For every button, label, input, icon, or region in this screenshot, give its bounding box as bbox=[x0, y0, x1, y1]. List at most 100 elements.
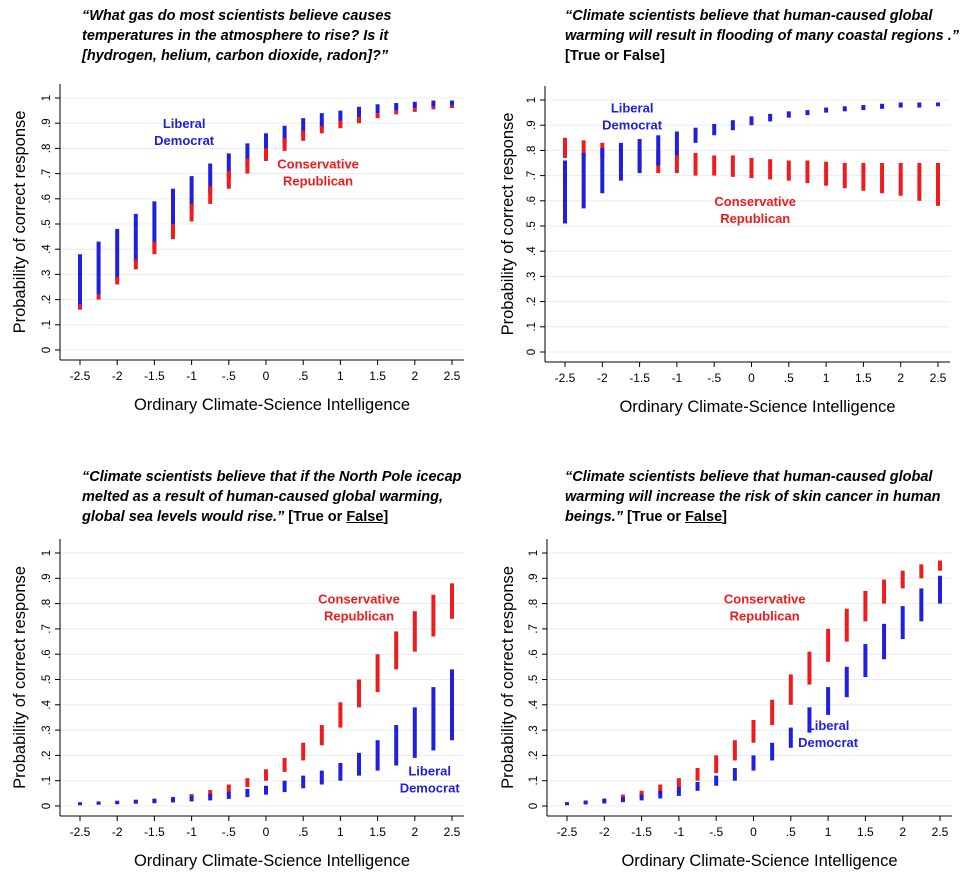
y-tick-label: .8 bbox=[41, 599, 53, 609]
x-tick-label: 1.5 bbox=[369, 369, 386, 383]
series-label: Liberal Democrat bbox=[154, 116, 215, 148]
y-tick-label: .5 bbox=[528, 675, 540, 685]
x-tick-label: -1 bbox=[186, 825, 197, 839]
x-tick-label: .5 bbox=[786, 825, 796, 839]
x-axis-title: Ordinary Climate-Science Intelligence bbox=[621, 852, 897, 870]
y-tick-label: .8 bbox=[528, 599, 540, 609]
y-tick-label: .2 bbox=[526, 297, 538, 307]
y-tick-label: .8 bbox=[41, 144, 53, 154]
series-label: Conservative Republican bbox=[277, 157, 359, 189]
y-tick-label: .8 bbox=[526, 146, 538, 156]
y-axis-title: Probability of correct response bbox=[499, 113, 517, 336]
x-tick-label: -2 bbox=[112, 825, 123, 839]
answer-options: [True or False] bbox=[284, 509, 388, 525]
x-tick-label: 1.5 bbox=[855, 371, 872, 385]
answer-options: [True or False] bbox=[565, 48, 665, 64]
series-label-line: Republican bbox=[324, 609, 394, 624]
y-tick-label: .1 bbox=[526, 322, 538, 332]
series-label: Conservative Republican bbox=[318, 592, 400, 624]
y-tick-label: 1 bbox=[41, 95, 53, 101]
series-label-line: Democrat bbox=[154, 133, 215, 148]
chart-plot: 0 .1 .2 .3 .4 .5 .6 .7 .8 .9 1 -2.5 -2 -1.5 -1 -.5 0 .5 1 1… bbox=[499, 86, 950, 416]
series-label: Conservative Republican bbox=[714, 194, 796, 226]
y-tick-label: 0 bbox=[41, 347, 53, 353]
y-tick-label: .2 bbox=[41, 295, 53, 305]
y-tick-label: .7 bbox=[41, 169, 53, 179]
y-tick-label: .7 bbox=[41, 624, 53, 634]
x-tick-label: -2.5 bbox=[557, 825, 578, 839]
chart-plot: 0 .1 .2 .3 .4 .5 .6 .7 .8 .9 1 -2.5 -2 -1.5 -1 -.5 0 .5 1 1… bbox=[499, 539, 952, 870]
y-tick-label: .3 bbox=[41, 725, 53, 735]
x-tick-label: 2.5 bbox=[444, 825, 461, 839]
x-tick-label: -1 bbox=[674, 825, 685, 839]
chart-plot: 0 .1 .2 .3 .4 .5 .6 .7 .8 .9 1 -2.5 -2 -1.5 -1 -.5 0 .5 1 1… bbox=[11, 84, 464, 414]
y-tick-label: .6 bbox=[41, 194, 53, 204]
series-label-line: Republican bbox=[730, 609, 800, 624]
question-body: “Climate scientists believe that if the … bbox=[82, 469, 462, 525]
x-axis-title: Ordinary Climate-Science Intelligence bbox=[134, 852, 410, 870]
x-tick-label: -1.5 bbox=[144, 825, 165, 839]
answer-options: [True or False] bbox=[623, 509, 727, 525]
series-label-line: Conservative bbox=[277, 157, 359, 172]
series-label: Liberal Democrat bbox=[602, 101, 663, 133]
chart-panel: “Climate scientists believe that if the … bbox=[0, 447, 487, 893]
answer-hint: [True or False] bbox=[565, 48, 665, 64]
y-tick-label: .2 bbox=[41, 751, 53, 761]
y-tick-label: 1 bbox=[526, 97, 538, 103]
x-tick-label: -.5 bbox=[707, 371, 721, 385]
x-tick-label: 1.5 bbox=[369, 825, 386, 839]
series-label-line: Liberal bbox=[163, 116, 206, 131]
x-tick-label: 1 bbox=[337, 369, 344, 383]
question-body: “What gas do most scientists believe cau… bbox=[82, 8, 392, 64]
x-axis-title: Ordinary Climate-Science Intelligence bbox=[619, 398, 895, 416]
y-tick-label: 1 bbox=[41, 550, 53, 556]
chart-panel: “What gas do most scientists believe cau… bbox=[0, 0, 487, 446]
y-tick-label: .7 bbox=[526, 171, 538, 181]
x-tick-label: -2 bbox=[599, 825, 610, 839]
chart-panel: “Climate scientists believe that human-c… bbox=[488, 0, 975, 446]
question-body: “Climate scientists believe that human-c… bbox=[565, 8, 959, 44]
y-axis-title: Probability of correct response bbox=[11, 566, 29, 789]
x-tick-label: 0 bbox=[263, 825, 270, 839]
answer-tail: ] bbox=[383, 509, 389, 525]
x-tick-label: 1 bbox=[823, 371, 830, 385]
x-tick-label: -.5 bbox=[222, 369, 236, 383]
series-label-line: Democrat bbox=[798, 735, 859, 750]
x-tick-label: 0 bbox=[750, 825, 757, 839]
y-tick-label: .6 bbox=[41, 649, 53, 659]
series-label-line: Democrat bbox=[602, 118, 663, 133]
x-tick-label: -.5 bbox=[222, 825, 236, 839]
x-tick-label: 2 bbox=[897, 371, 904, 385]
series-label-line: Republican bbox=[283, 174, 353, 189]
y-tick-label: .9 bbox=[41, 574, 53, 584]
y-tick-label: .5 bbox=[41, 219, 53, 229]
y-tick-label: .2 bbox=[528, 751, 540, 761]
x-tick-label: -1 bbox=[672, 371, 683, 385]
x-tick-label: 2.5 bbox=[930, 371, 947, 385]
y-tick-label: .9 bbox=[528, 574, 540, 584]
answer-underlined: False bbox=[346, 509, 384, 525]
series-label: Liberal Democrat bbox=[798, 718, 859, 750]
y-tick-label: .7 bbox=[528, 624, 540, 634]
chart-plot: 0 .1 .2 .3 .4 .5 .6 .7 .8 .9 1 -2.5 -2 -1.5 -1 -.5 0 .5 1 1… bbox=[11, 539, 464, 870]
x-tick-label: -2.5 bbox=[70, 825, 91, 839]
y-tick-label: .3 bbox=[41, 270, 53, 280]
x-tick-label: .5 bbox=[298, 825, 308, 839]
series-label: Conservative Republican bbox=[724, 592, 806, 624]
x-tick-label: 1 bbox=[825, 825, 832, 839]
series-label: Liberal Democrat bbox=[400, 764, 461, 796]
x-tick-label: 1.5 bbox=[857, 825, 874, 839]
y-tick-label: .4 bbox=[41, 244, 53, 254]
answer-hint: [True or bbox=[623, 509, 686, 525]
y-tick-label: .5 bbox=[41, 675, 53, 685]
question-text: “Climate scientists believe that human-c… bbox=[565, 467, 963, 527]
question-text: “Climate scientists believe that if the … bbox=[82, 467, 477, 527]
y-tick-label: .9 bbox=[41, 118, 53, 128]
x-tick-label: 2 bbox=[411, 825, 418, 839]
x-tick-label: 2 bbox=[411, 369, 418, 383]
y-tick-label: .6 bbox=[526, 196, 538, 206]
x-axis-title: Ordinary Climate-Science Intelligence bbox=[134, 396, 410, 414]
y-axis-title: Probability of correct response bbox=[11, 111, 29, 334]
y-tick-label: .9 bbox=[526, 120, 538, 130]
y-axis-title: Probability of correct response bbox=[499, 566, 517, 789]
